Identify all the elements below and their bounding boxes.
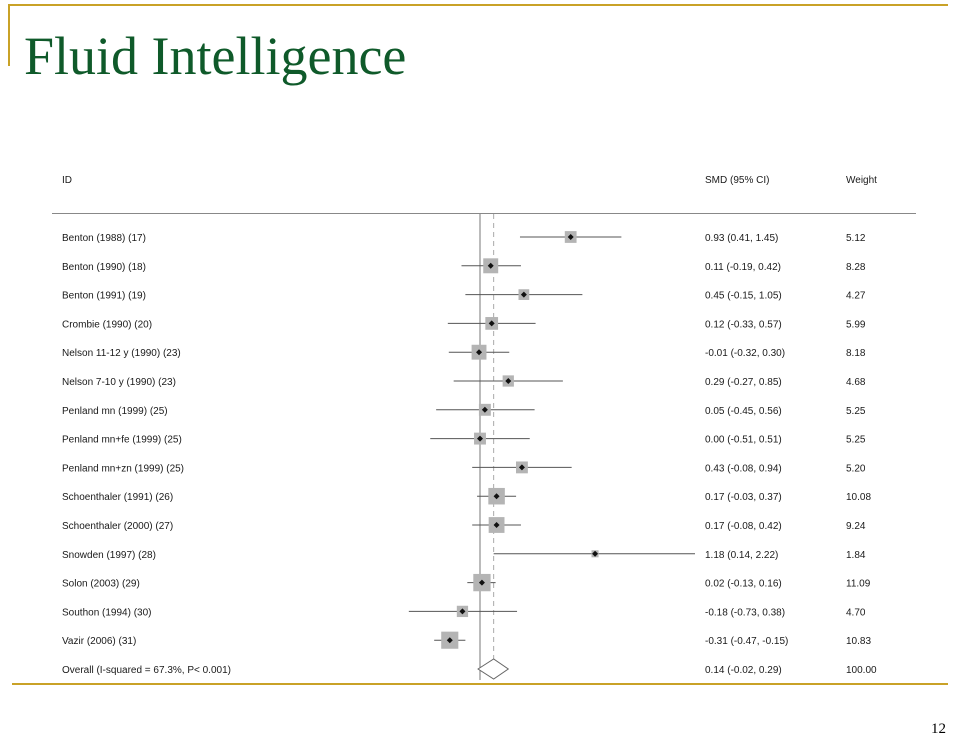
overall-smd-ci-value: 0.14 (-0.02, 0.29): [705, 665, 782, 676]
study-row: Benton (1990) (18) 0.11 (-0.19, 0.42) 8.28: [62, 258, 866, 274]
weight-value: 4.68: [846, 377, 866, 388]
study-label: Nelson 7-10 y (1990) (23): [62, 377, 176, 388]
study-row: Penland mn+zn (1999) (25) 0.43 (-0.08, 0.…: [62, 461, 866, 474]
weight-value: 11.09: [846, 579, 871, 590]
study-label: Benton (1990) (18): [62, 262, 146, 273]
study-label: Schoenthaler (2000) (27): [62, 521, 173, 532]
study-row: Crombie (1990) (20) 0.12 (-0.33, 0.57) 5.9…: [62, 317, 866, 330]
weight-value: 8.18: [846, 348, 866, 359]
smd-ci-value: -0.18 (-0.73, 0.38): [705, 607, 785, 618]
study-label: Solon (2003) (29): [62, 579, 140, 590]
smd-ci-value: 0.17 (-0.03, 0.37): [705, 492, 782, 503]
point-estimate: [493, 493, 500, 500]
overall-label: Overall (I-squared = 67.3%, P< 0.001): [62, 665, 231, 676]
weight-value: 5.99: [846, 319, 866, 330]
overall-weight-value: 100.00: [846, 665, 877, 676]
page-number: 12: [931, 721, 946, 737]
smd-ci-value: 0.12 (-0.33, 0.57): [705, 319, 782, 330]
column-header-smd: SMD (95% CI): [705, 175, 769, 186]
smd-ci-value: 0.05 (-0.45, 0.56): [705, 406, 782, 417]
weight-value: 4.70: [846, 607, 866, 618]
smd-ci-value: -0.31 (-0.47, -0.15): [705, 636, 788, 647]
point-estimate: [481, 406, 488, 413]
point-estimate: [477, 435, 483, 442]
study-row: Solon (2003) (29) 0.02 (-0.13, 0.16) 11.09: [62, 573, 871, 592]
study-label: Crombie (1990) (20): [62, 319, 152, 330]
column-header-weight: Weight: [846, 175, 877, 186]
study-label: Nelson 11-12 y (1990) (23): [62, 348, 181, 359]
smd-ci-value: 0.93 (0.41, 1.45): [705, 233, 778, 244]
point-estimate: [488, 320, 495, 327]
point-estimate: [567, 234, 574, 240]
weight-value: 5.25: [846, 435, 866, 446]
smd-ci-value: 0.45 (-0.15, 1.05): [705, 291, 782, 302]
accent-horizontal-rule: [8, 4, 948, 6]
study-row: Penland mn+fe (1999) (25) 0.00 (-0.51, 0.…: [62, 432, 866, 446]
point-estimate: [446, 637, 453, 644]
study-row: Schoenthaler (1991) (26) 0.17 (-0.03, 0.3…: [62, 487, 871, 505]
accent-vertical-rule: [8, 4, 10, 66]
study-row: Benton (1991) (19) 0.45 (-0.15, 1.05) 4.27: [62, 289, 866, 302]
smd-ci-value: 0.00 (-0.51, 0.51): [705, 435, 782, 446]
smd-ci-value: 0.11 (-0.19, 0.42): [705, 262, 781, 273]
weight-value: 8.28: [846, 262, 866, 273]
study-label: Penland mn (1999) (25): [62, 406, 168, 417]
point-estimate: [478, 579, 485, 586]
study-row: Penland mn (1999) (25) 0.05 (-0.45, 0.56)…: [62, 403, 866, 417]
study-label: Snowden (1997) (28): [62, 550, 156, 561]
study-label: Penland mn+zn (1999) (25): [62, 463, 184, 474]
study-row: Southon (1994) (30) -0.18 (-0.73, 0.38) 4.…: [62, 605, 866, 618]
study-row: Nelson 11-12 y (1990) (23) -0.01 (-0.32, …: [62, 344, 866, 360]
weight-value: 9.24: [846, 521, 866, 532]
overall-diamond: [477, 658, 510, 680]
weight-value: 5.12: [846, 233, 866, 244]
smd-ci-value: 0.17 (-0.08, 0.42): [705, 521, 782, 532]
weight-value: 5.20: [846, 463, 866, 474]
study-row: Benton (1988) (17) 0.93 (0.41, 1.45) 5.12: [62, 231, 866, 244]
weight-value: 4.27: [846, 291, 866, 302]
study-label: Southon (1994) (30): [62, 607, 152, 618]
smd-ci-value: 0.02 (-0.13, 0.16): [705, 579, 782, 590]
point-estimate: [493, 522, 500, 528]
point-estimate: [518, 464, 525, 471]
study-row: Vazir (2006) (31) -0.31 (-0.47, -0.15) 10.…: [62, 631, 871, 649]
study-label: Schoenthaler (1991) (26): [62, 492, 173, 503]
point-estimate: [476, 349, 483, 356]
weight-value: 1.84: [846, 550, 866, 561]
smd-ci-value: 1.18 (0.14, 2.22): [705, 550, 778, 561]
weight-value: 5.25: [846, 406, 866, 417]
study-label: Benton (1988) (17): [62, 233, 146, 244]
column-header-id: ID: [62, 175, 72, 186]
point-estimate: [487, 262, 494, 269]
point-estimate: [505, 378, 512, 384]
study-row: Schoenthaler (2000) (27) 0.17 (-0.08, 0.4…: [62, 517, 866, 533]
study-label: Penland mn+fe (1999) (25): [62, 435, 182, 446]
footer-rule: [12, 683, 948, 685]
study-label: Benton (1991) (19): [62, 291, 146, 302]
point-estimate: [520, 291, 527, 298]
smd-ci-value: 0.43 (-0.08, 0.94): [705, 463, 782, 474]
point-estimate: [592, 550, 599, 557]
weight-value: 10.83: [846, 636, 871, 647]
slide-title: Fluid Intelligence: [24, 26, 407, 86]
study-row: Nelson 7-10 y (1990) (23) 0.29 (-0.27, 0.…: [62, 375, 866, 388]
overall-row: Overall (I-squared = 67.3%, P< 0.001) 0.1…: [62, 658, 877, 680]
point-estimate: [459, 608, 466, 615]
smd-ci-value: -0.01 (-0.32, 0.30): [705, 348, 785, 359]
study-label: Vazir (2006) (31): [62, 636, 136, 647]
weight-value: 10.08: [846, 492, 871, 503]
smd-ci-value: 0.29 (-0.27, 0.85): [705, 377, 782, 388]
study-row: Snowden (1997) (28) 1.18 (0.14, 2.22) 1.84: [62, 550, 866, 561]
